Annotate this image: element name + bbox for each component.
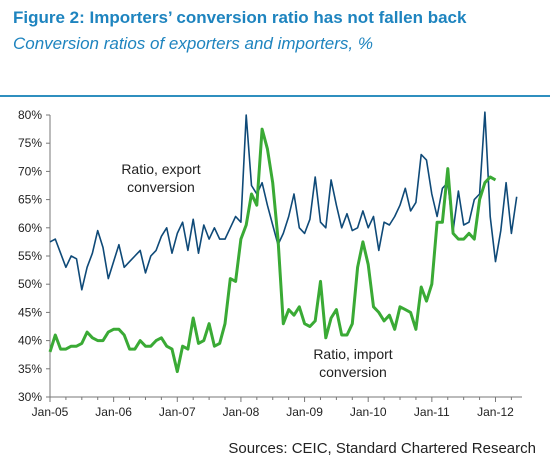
chart-title: Figure 2: Importers’ conversion ratio ha… — [13, 8, 467, 27]
source-note: Sources: CEIC, Standard Chartered Resear… — [228, 440, 536, 457]
y-tick-label: 60% — [18, 221, 42, 235]
y-tick-label: 70% — [18, 164, 42, 178]
line-chart: 30% 35% 40% 45% 50% 55% 60% 65% 70% 75% 80% Jan-05 J… — [18, 108, 522, 419]
y-tick-label: 55% — [18, 249, 42, 263]
x-tick-label: Jan-06 — [95, 405, 132, 419]
x-tick-label: Jan-08 — [223, 405, 260, 419]
y-tick-label: 40% — [18, 334, 42, 348]
import-series-line — [48, 127, 497, 374]
x-tick-label: Jan-07 — [159, 405, 196, 419]
x-tick-label: Jan-12 — [477, 405, 514, 419]
y-tick-label: 35% — [18, 362, 42, 376]
export-series-line — [49, 111, 518, 291]
y-tick-label: 45% — [18, 305, 42, 319]
y-tick-label: 65% — [18, 193, 42, 207]
y-tick-label: 50% — [18, 277, 42, 291]
y-tick-label: 75% — [18, 136, 42, 150]
import-annotation: Ratio, import — [313, 346, 392, 362]
x-tick-label: Jan-10 — [350, 405, 387, 419]
export-annotation: Ratio, export — [121, 161, 200, 177]
header-divider — [0, 95, 550, 97]
x-tick-label: Jan-11 — [414, 405, 450, 419]
x-tick-label: Jan-05 — [32, 405, 69, 419]
import-annotation: conversion — [319, 364, 387, 380]
y-tick-label: 80% — [18, 108, 42, 122]
export-annotation: conversion — [127, 179, 195, 195]
chart-subtitle: Conversion ratios of exporters and impor… — [13, 34, 373, 53]
y-tick-label: 30% — [18, 390, 42, 404]
x-tick-label: Jan-09 — [286, 405, 323, 419]
